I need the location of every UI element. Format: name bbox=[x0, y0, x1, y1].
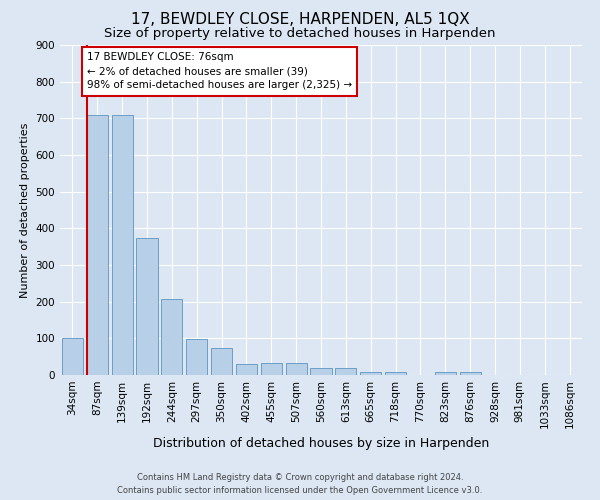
Bar bbox=[360, 372, 381, 375]
Bar bbox=[186, 340, 207, 375]
Bar bbox=[236, 364, 257, 375]
Bar bbox=[460, 372, 481, 375]
Text: 17 BEWDLEY CLOSE: 76sqm
← 2% of detached houses are smaller (39)
98% of semi-det: 17 BEWDLEY CLOSE: 76sqm ← 2% of detached… bbox=[87, 52, 352, 90]
Bar bbox=[62, 338, 83, 375]
X-axis label: Distribution of detached houses by size in Harpenden: Distribution of detached houses by size … bbox=[153, 437, 489, 450]
Bar bbox=[136, 238, 158, 375]
Bar bbox=[335, 368, 356, 375]
Bar bbox=[310, 368, 332, 375]
Bar bbox=[211, 348, 232, 375]
Bar bbox=[435, 372, 456, 375]
Y-axis label: Number of detached properties: Number of detached properties bbox=[20, 122, 30, 298]
Bar bbox=[161, 299, 182, 375]
Bar bbox=[112, 114, 133, 375]
Text: Contains HM Land Registry data © Crown copyright and database right 2024.
Contai: Contains HM Land Registry data © Crown c… bbox=[118, 473, 482, 495]
Text: Size of property relative to detached houses in Harpenden: Size of property relative to detached ho… bbox=[104, 28, 496, 40]
Text: 17, BEWDLEY CLOSE, HARPENDEN, AL5 1QX: 17, BEWDLEY CLOSE, HARPENDEN, AL5 1QX bbox=[131, 12, 469, 28]
Bar bbox=[286, 363, 307, 375]
Bar bbox=[261, 363, 282, 375]
Bar bbox=[87, 114, 108, 375]
Bar bbox=[385, 372, 406, 375]
